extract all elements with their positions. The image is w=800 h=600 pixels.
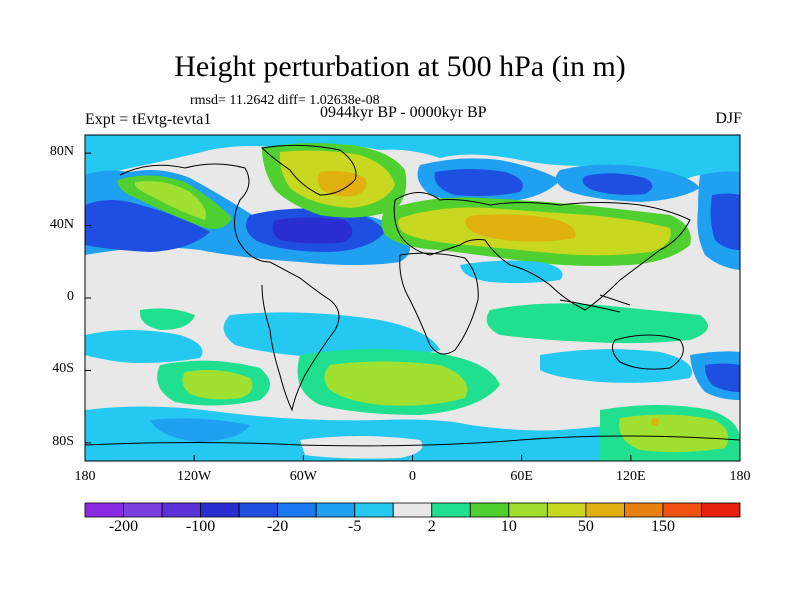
contour-greenland-high-core — [317, 170, 367, 197]
axis-ticks — [84, 152, 741, 461]
lon-label: 60E — [510, 469, 533, 484]
coast-africa — [399, 252, 479, 355]
contour-spacific-cyan — [85, 330, 203, 363]
lon-label: 180 — [74, 469, 96, 484]
lat-label: 40S — [52, 361, 74, 377]
coast-maritime — [559, 294, 631, 313]
contour-antarctic-green-core — [619, 414, 729, 453]
colorbar-label: 150 — [650, 518, 675, 535]
lat-label: 40N — [49, 216, 74, 232]
lon-label: 120E — [616, 469, 646, 484]
contour-epacific-green — [139, 308, 195, 330]
colorbar-label: 2 — [427, 518, 436, 535]
contour-pacific-low — [85, 200, 210, 252]
colorbar-bin — [469, 502, 510, 518]
map-title: Height perturbation at 500 hPa (in m) — [174, 50, 626, 83]
contour-tropic-green — [486, 303, 708, 344]
contour-tropic-cyan — [460, 260, 563, 284]
coast-antarctica — [85, 435, 740, 447]
coast-eurasia — [393, 192, 691, 311]
coast-australia — [611, 334, 684, 370]
lat-label: 0 — [67, 289, 74, 304]
colorbar-bin — [431, 502, 471, 518]
coast-americas — [119, 163, 340, 412]
lat-label: 80S — [52, 433, 74, 449]
colorbar-bin — [123, 502, 163, 518]
contour-antarctic-peak — [651, 418, 659, 426]
contour-antarctic-blue — [150, 418, 250, 442]
coast-greenland — [260, 144, 357, 196]
season-label: DJF — [715, 110, 742, 127]
colorbar-bin — [701, 502, 741, 518]
contour-alaska-high-inner — [134, 181, 206, 220]
contour-eurasia-low-core — [434, 169, 523, 196]
colorbar-bin — [508, 502, 548, 518]
contour-eurasia-high-core — [465, 214, 576, 242]
contour-spac-high-core — [182, 370, 253, 400]
colorbar-bin — [392, 502, 433, 518]
colorbar-label: -5 — [348, 518, 362, 535]
contour-antarctic-cyan — [85, 406, 640, 461]
colorbar-bin — [546, 502, 587, 518]
colorbar-bin — [624, 502, 664, 518]
lon-label: 120W — [177, 469, 212, 484]
contour-spacific-east-low — [704, 363, 740, 392]
colorbar-bin — [200, 502, 240, 518]
contour-dateline-low-core — [710, 193, 740, 250]
colorbar-bin — [238, 502, 279, 518]
colorbar-bin — [315, 502, 356, 518]
colorbar — [84, 502, 741, 518]
contour-atlantic-low-core — [272, 217, 353, 244]
colorbar-label: 10 — [500, 518, 517, 535]
contour-antarctic-gap — [300, 436, 423, 459]
colorbar-bin — [84, 502, 124, 518]
colorbar-label: -200 — [108, 518, 139, 535]
stats-text: rmsd= 11.2642 diff= 1.02638e-08 — [190, 93, 380, 108]
contour-sindian-cyan — [540, 349, 692, 383]
contour-north-cyan — [85, 135, 740, 182]
coastlines — [85, 144, 740, 447]
lon-label: 0 — [409, 469, 416, 484]
colorbar-bin — [354, 502, 394, 518]
contour-npacific-low-core — [582, 173, 653, 195]
period-label: 0944kyr BP - 0000kyr BP — [320, 104, 487, 121]
lon-label: 60W — [289, 469, 317, 484]
colorbar-label: -20 — [266, 518, 289, 535]
colorbar-label: 50 — [577, 518, 594, 535]
colorbar-bin — [662, 502, 702, 518]
contour-satl-high-core — [324, 361, 468, 406]
lon-label: 180 — [729, 469, 751, 484]
experiment-label: Expt = tEvtg-tevta1 — [85, 111, 212, 128]
colorbar-bin — [585, 502, 625, 518]
colorbar-bin — [277, 502, 317, 518]
lat-label: 80N — [49, 144, 74, 160]
colorbar-label: -100 — [185, 518, 216, 535]
contour-samerica-cyan — [223, 312, 440, 359]
colorbar-bin — [161, 502, 201, 518]
contour-field — [85, 135, 740, 461]
